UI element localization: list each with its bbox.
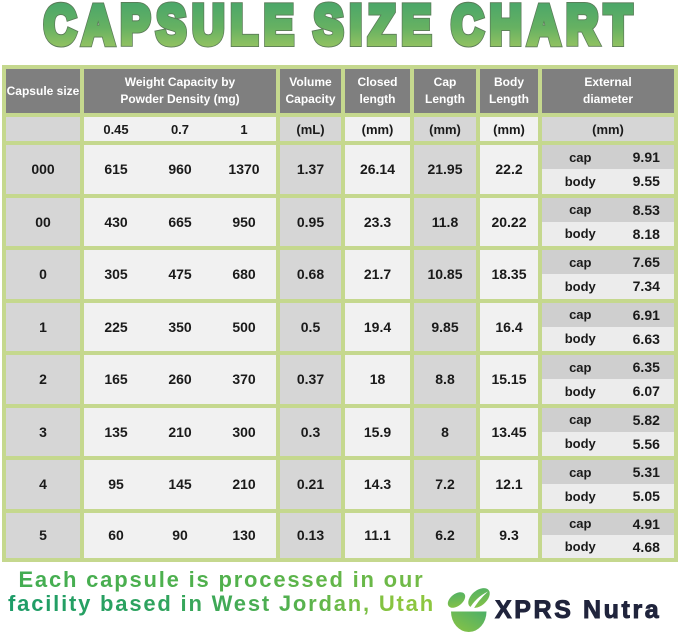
svg-text:CAPSULE SIZE CHART: CAPSULE SIZE CHART [44,0,638,56]
svg-text:CAPSULE SIZE CHART: CAPSULE SIZE CHART [44,0,638,56]
